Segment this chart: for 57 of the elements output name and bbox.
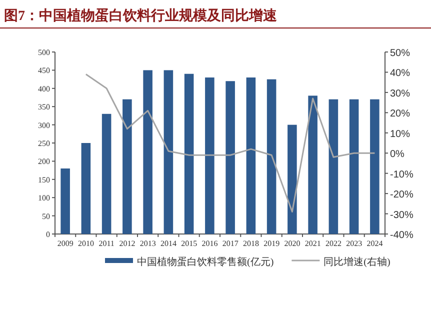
bar	[143, 70, 152, 234]
bar	[184, 74, 194, 234]
y2-tick-label: 40%	[390, 68, 410, 80]
x-tick-label: 2010	[78, 239, 94, 248]
x-tick-label: 2015	[181, 239, 198, 248]
x-tick-label: 2014	[160, 239, 176, 248]
y-tick-label: 300	[38, 120, 50, 130]
bar	[328, 99, 338, 234]
y-tick-label: 0	[46, 230, 50, 239]
bar	[370, 99, 380, 234]
x-tick-label: 2009	[57, 239, 74, 248]
y-tick-label: 350	[38, 102, 50, 112]
y-tick-label: 450	[38, 66, 50, 76]
bar	[122, 99, 132, 234]
bar	[288, 124, 297, 234]
y2-tick-label: 50%	[390, 48, 410, 59]
y2-tick-label: -20%	[390, 190, 414, 201]
x-tick-label: 2013	[140, 239, 156, 248]
y-tick-label: 100	[38, 194, 50, 203]
x-tick-label: 2019	[264, 239, 280, 248]
x-tick-label: 2022	[325, 239, 342, 248]
bar	[246, 77, 256, 234]
legend-label: 中国植物蛋白饮料零售额(亿元)	[137, 256, 274, 268]
y2-tick-label: 10%	[390, 128, 410, 140]
bar	[81, 143, 91, 234]
y2-tick-label: -10%	[390, 169, 414, 180]
bar	[349, 99, 359, 234]
x-tick-label: 2024	[366, 239, 383, 248]
line-series	[85, 73, 376, 213]
legend-label: 同比增速(右轴)	[324, 256, 390, 268]
bar	[102, 114, 112, 234]
y-tick-label: 500	[38, 48, 50, 57]
y-tick-label: 200	[38, 157, 50, 166]
x-tick-label: 2023	[346, 239, 362, 248]
x-tick-label: 2012	[119, 239, 136, 248]
chart-title: 图7：中国植物蛋白饮料行业规模及同比增速	[4, 8, 278, 24]
x-tick-label: 2018	[242, 239, 259, 248]
x-tick-label: 2017	[222, 239, 238, 248]
y2-tick-label: -40%	[390, 230, 414, 241]
x-tick-label: 2021	[304, 239, 321, 248]
bar	[60, 168, 70, 234]
x-tick-label: 2016	[202, 239, 218, 248]
y2-tick-label: 0%	[390, 149, 405, 160]
bar	[226, 81, 235, 234]
y2-tick-label: 20%	[390, 108, 410, 120]
y-tick-label: 400	[38, 84, 50, 94]
y-tick-label: 50	[42, 212, 50, 221]
y2-tick-label: 30%	[390, 88, 410, 100]
y2-tick-label: -30%	[390, 210, 414, 221]
bar	[164, 70, 174, 234]
y-tick-label: 150	[38, 175, 50, 184]
x-tick-label: 2011	[98, 239, 114, 248]
bar	[308, 96, 318, 234]
x-tick-label: 2020	[284, 239, 300, 248]
y-tick-label: 250	[38, 139, 50, 148]
bar	[205, 77, 214, 234]
bar	[266, 79, 276, 234]
